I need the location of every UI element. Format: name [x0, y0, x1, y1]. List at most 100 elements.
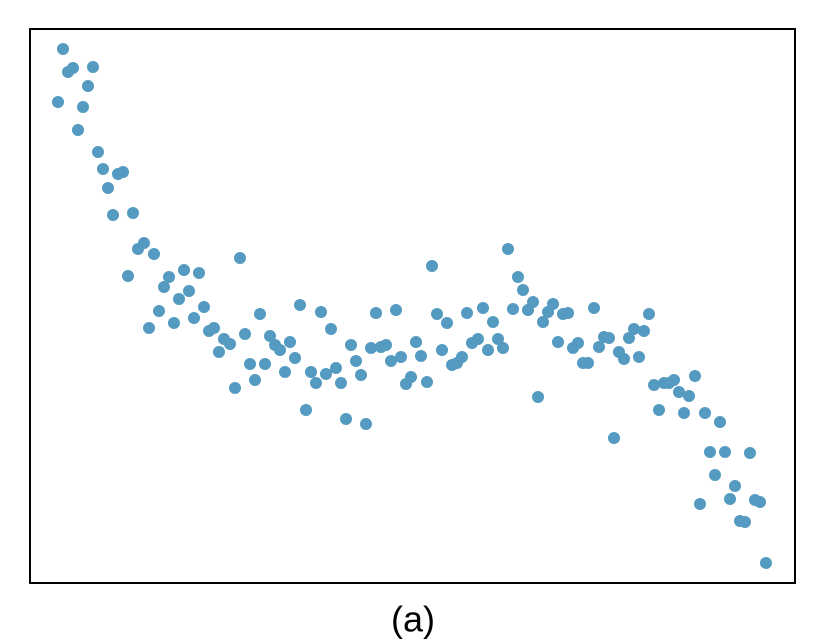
point — [279, 366, 291, 378]
point — [441, 317, 453, 329]
point — [193, 267, 205, 279]
point — [335, 377, 347, 389]
point — [623, 332, 635, 344]
point — [310, 377, 322, 389]
point — [477, 302, 489, 314]
point — [729, 480, 741, 492]
point — [305, 366, 317, 378]
chart-label: (a) — [391, 599, 435, 640]
point — [704, 446, 716, 458]
point — [410, 336, 422, 348]
point — [739, 516, 751, 528]
point — [208, 322, 220, 334]
point — [92, 146, 104, 158]
point — [350, 355, 362, 367]
point — [239, 328, 251, 340]
point — [254, 308, 266, 320]
point — [572, 337, 584, 349]
point — [482, 344, 494, 356]
point — [259, 358, 271, 370]
point — [188, 312, 200, 324]
point — [122, 270, 134, 282]
point — [683, 390, 695, 402]
point — [325, 323, 337, 335]
point — [653, 404, 665, 416]
point — [537, 316, 549, 328]
point — [527, 296, 539, 308]
point — [294, 299, 306, 311]
point — [370, 307, 382, 319]
point — [315, 306, 327, 318]
point — [436, 344, 448, 356]
point — [497, 342, 509, 354]
point — [107, 209, 119, 221]
point — [694, 498, 706, 510]
point — [744, 447, 756, 459]
point — [532, 391, 544, 403]
point — [472, 333, 484, 345]
point — [52, 96, 64, 108]
point — [82, 80, 94, 92]
point — [183, 285, 195, 297]
point — [643, 308, 655, 320]
point — [163, 271, 175, 283]
point — [380, 339, 392, 351]
point — [244, 358, 256, 370]
point — [502, 243, 514, 255]
point — [714, 416, 726, 428]
point — [582, 357, 594, 369]
point — [264, 330, 276, 342]
point — [224, 338, 236, 350]
point — [87, 61, 99, 73]
point — [77, 101, 89, 113]
point — [512, 271, 524, 283]
point — [97, 163, 109, 175]
point — [158, 281, 170, 293]
point — [365, 342, 377, 354]
point — [345, 339, 357, 351]
point — [603, 332, 615, 344]
point — [395, 351, 407, 363]
point — [234, 252, 246, 264]
point — [57, 43, 69, 55]
point — [719, 446, 731, 458]
point — [385, 355, 397, 367]
point — [588, 302, 600, 314]
point — [673, 386, 685, 398]
point — [562, 307, 574, 319]
point — [608, 432, 620, 444]
point — [426, 260, 438, 272]
point — [330, 362, 342, 374]
point — [127, 207, 139, 219]
point — [289, 352, 301, 364]
point — [633, 351, 645, 363]
point — [517, 284, 529, 296]
point — [284, 336, 296, 348]
point — [67, 62, 79, 74]
point — [507, 303, 519, 315]
point — [198, 301, 210, 313]
point — [431, 308, 443, 320]
point — [300, 404, 312, 416]
plot-frame — [29, 28, 796, 584]
point — [487, 316, 499, 328]
point — [760, 557, 772, 569]
point — [390, 304, 402, 316]
point — [461, 307, 473, 319]
point — [213, 346, 225, 358]
point — [143, 322, 155, 334]
point — [678, 407, 690, 419]
point — [102, 182, 114, 194]
point — [148, 248, 160, 260]
point — [456, 351, 468, 363]
point — [638, 325, 650, 337]
point — [593, 341, 605, 353]
point — [405, 371, 417, 383]
point — [178, 264, 190, 276]
point — [168, 317, 180, 329]
point — [340, 413, 352, 425]
point — [415, 350, 427, 362]
point — [117, 166, 129, 178]
